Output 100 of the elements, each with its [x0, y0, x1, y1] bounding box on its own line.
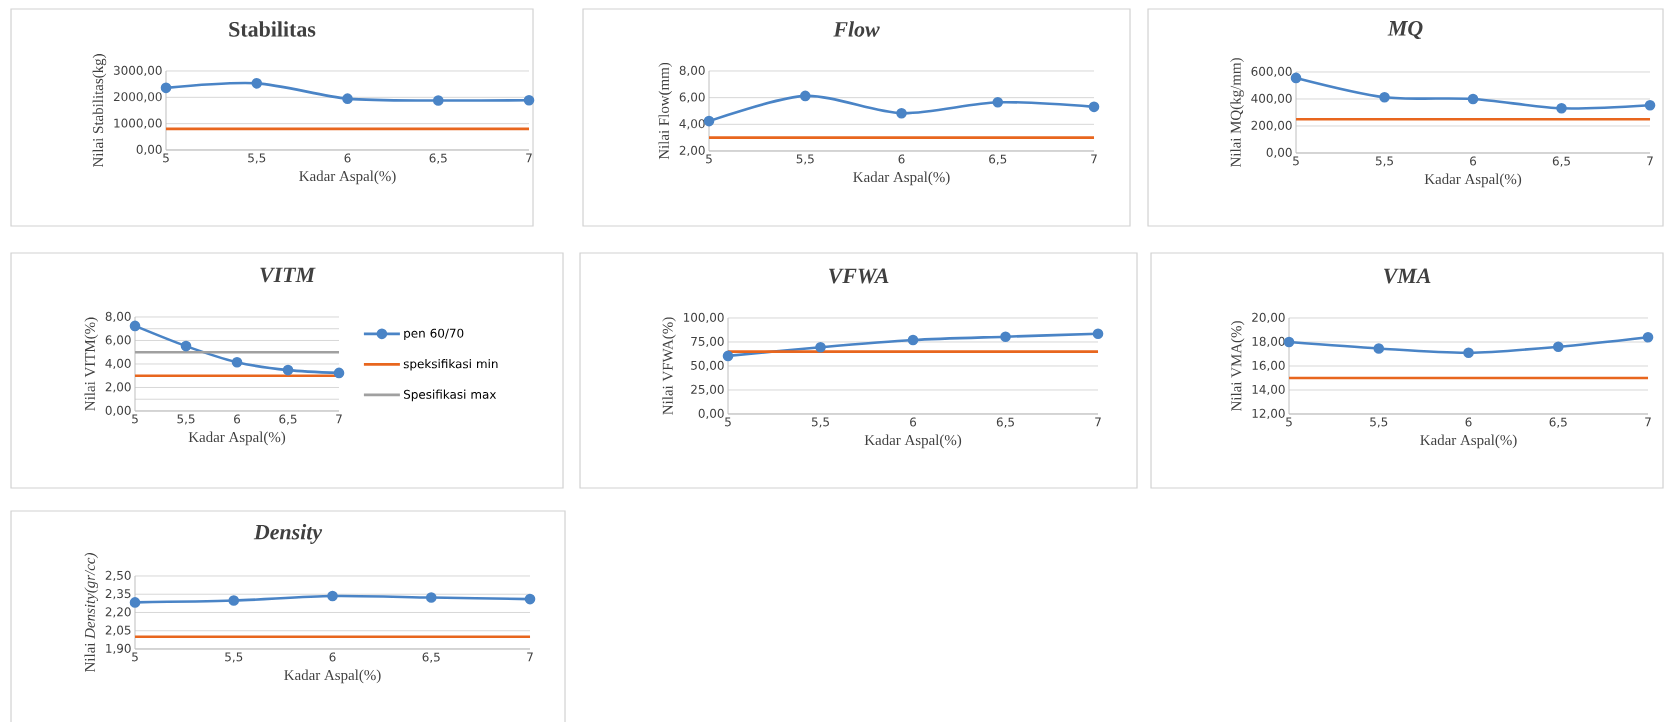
point: [160, 82, 172, 94]
y-tick-label: 50,00: [691, 360, 724, 372]
y-tick-label: 8,00: [105, 311, 131, 323]
point: [1000, 331, 1011, 342]
point: [1092, 328, 1104, 340]
y-tick-label: 8,00: [679, 65, 705, 77]
point: [524, 593, 536, 605]
chart-title: MQ: [1387, 20, 1423, 40]
x-tick-label: 5: [163, 153, 169, 163]
x-tick-label: 5,5: [177, 414, 195, 425]
point: [1644, 99, 1656, 111]
x-tick-label: 6: [329, 652, 336, 662]
y-tick-label: 6,00: [679, 92, 705, 103]
point: [228, 595, 240, 606]
y-tick-label: 3000,00: [113, 65, 162, 77]
x-tick-label: 6: [1470, 156, 1477, 166]
point: [282, 364, 294, 376]
x-tick-label: 5,5: [248, 153, 266, 164]
y-tick-label: 0,00: [1266, 147, 1292, 159]
point: [1088, 101, 1100, 113]
chart-title: VMA: [1383, 268, 1431, 284]
y-tick-label: 2,50: [105, 570, 131, 582]
y-tick-label: 75,00: [691, 336, 724, 348]
y-axis-title: Nilai VMA(%): [1230, 321, 1245, 411]
x-tick-label: 6,5: [996, 417, 1014, 428]
x-axis-title: Kadar Aspal(%): [299, 170, 396, 185]
y-axis-title: Nilai Flow(mm): [658, 62, 673, 160]
point: [722, 350, 734, 362]
x-tick-label: 7: [1091, 154, 1097, 164]
point: [333, 367, 345, 379]
y-tick-label: 2,05: [105, 625, 131, 636]
x-tick-label: 7: [1647, 156, 1653, 166]
x-tick-label: 7: [526, 153, 532, 163]
y-tick-label: 2,00: [679, 145, 705, 157]
x-tick-label: 5: [1293, 156, 1299, 166]
x-tick-label: 7: [1645, 417, 1651, 427]
chart-title: VFWA: [828, 268, 889, 284]
chart-title: VITM: [260, 267, 316, 283]
y-tick-label: 200,00: [1251, 120, 1292, 132]
y-tick-label: 6,00: [105, 335, 131, 346]
x-axis-title: Kadar Aspal(%): [1424, 173, 1522, 188]
chart-title: Density: [253, 524, 323, 544]
x-axis-title: Kadar Aspal(%): [188, 431, 286, 446]
x-tick-label: 5: [132, 414, 138, 424]
y-tick-label: 2,20: [105, 607, 131, 618]
x-tick-label: 6,5: [1552, 156, 1570, 167]
point: [1373, 343, 1385, 354]
x-tick-label: 6: [344, 153, 351, 163]
y-tick-label: 16,00: [1252, 360, 1285, 372]
point: [251, 78, 263, 89]
x-tick-label: 5,5: [811, 417, 829, 428]
point: [342, 93, 353, 104]
point: [1379, 91, 1390, 103]
point: [129, 320, 141, 332]
y-tick-label: 2,35: [105, 589, 131, 600]
point: [523, 94, 535, 106]
x-tick-label: 6,5: [1549, 417, 1567, 428]
point: [992, 97, 1004, 108]
point: [907, 334, 919, 346]
y-tick-label: 400,00: [1251, 93, 1292, 105]
y-tick-label: 100,00: [683, 312, 724, 324]
legend-label: Spesifikasi max: [403, 389, 497, 402]
y-tick-label: 4,00: [679, 119, 705, 130]
legend-label: speksifikasi min: [403, 359, 498, 371]
y-tick-label: 0,00: [105, 405, 131, 417]
y-tick-label: 25,00: [691, 384, 724, 396]
y-tick-label: 1,90: [106, 643, 131, 655]
y-axis-title: Nilai VFWA(%): [662, 317, 676, 415]
point: [1290, 72, 1302, 84]
x-tick-label: 5,5: [1375, 156, 1393, 167]
point: [425, 592, 437, 603]
x-axis-title: Kadar Aspal(%): [864, 434, 962, 449]
y-tick-label: 2,00: [105, 382, 131, 393]
point: [815, 341, 826, 353]
legend-label: pen 60/70: [404, 328, 464, 341]
x-tick-label: 6,5: [989, 154, 1007, 165]
y-axis-title: Nilai MQ(kg/mm): [1230, 58, 1244, 168]
x-tick-label: 5,5: [1370, 417, 1388, 428]
chart-title: Flow: [833, 21, 880, 37]
point: [327, 590, 338, 602]
x-tick-label: 5,5: [225, 652, 243, 663]
x-tick-label: 7: [1095, 417, 1101, 427]
y-tick-label: 14,00: [1252, 384, 1285, 396]
y-tick-label: 18,00: [1252, 336, 1285, 348]
point: [432, 95, 444, 106]
point: [231, 356, 243, 368]
point: [1552, 341, 1564, 353]
x-tick-label: 7: [336, 414, 342, 424]
point: [129, 597, 141, 608]
chart-title: Stabilitas: [229, 21, 316, 37]
x-axis-title: Kadar Aspal(%): [1420, 434, 1517, 449]
y-tick-label: 4,00: [105, 358, 131, 370]
point: [896, 107, 907, 119]
point: [1463, 347, 1474, 359]
y-axis-title: Nilai Density(gr/cc): [84, 552, 99, 673]
x-tick-label: 6,5: [429, 153, 447, 164]
x-axis-title: Kadar Aspal(%): [284, 669, 381, 684]
y-tick-label: 12,00: [1252, 408, 1285, 420]
x-tick-label: 5: [1286, 417, 1292, 427]
y-tick-label: 0,00: [698, 408, 724, 420]
